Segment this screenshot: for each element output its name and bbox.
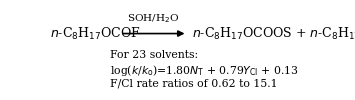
Text: log($k$/$k_\mathrm{o}$)=1.80$N_\mathrm{T}$ + 0.79$Y_\mathrm{Cl}$ + 0.13: log($k$/$k_\mathrm{o}$)=1.80$N_\mathrm{T…: [110, 63, 299, 78]
Text: SOH/H$_2$O: SOH/H$_2$O: [127, 12, 179, 25]
Text: $n$-C$_8$H$_{17}$OCOF: $n$-C$_8$H$_{17}$OCOF: [50, 26, 140, 42]
Text: $n$-C$_8$H$_{17}$OCOOS + $n$-C$_8$H$_{17}$OH: $n$-C$_8$H$_{17}$OCOOS + $n$-C$_8$H$_{17…: [192, 26, 355, 42]
Text: For 23 solvents:: For 23 solvents:: [110, 50, 198, 60]
Text: F/Cl rate ratios of 0.62 to 15.1: F/Cl rate ratios of 0.62 to 15.1: [110, 79, 278, 89]
